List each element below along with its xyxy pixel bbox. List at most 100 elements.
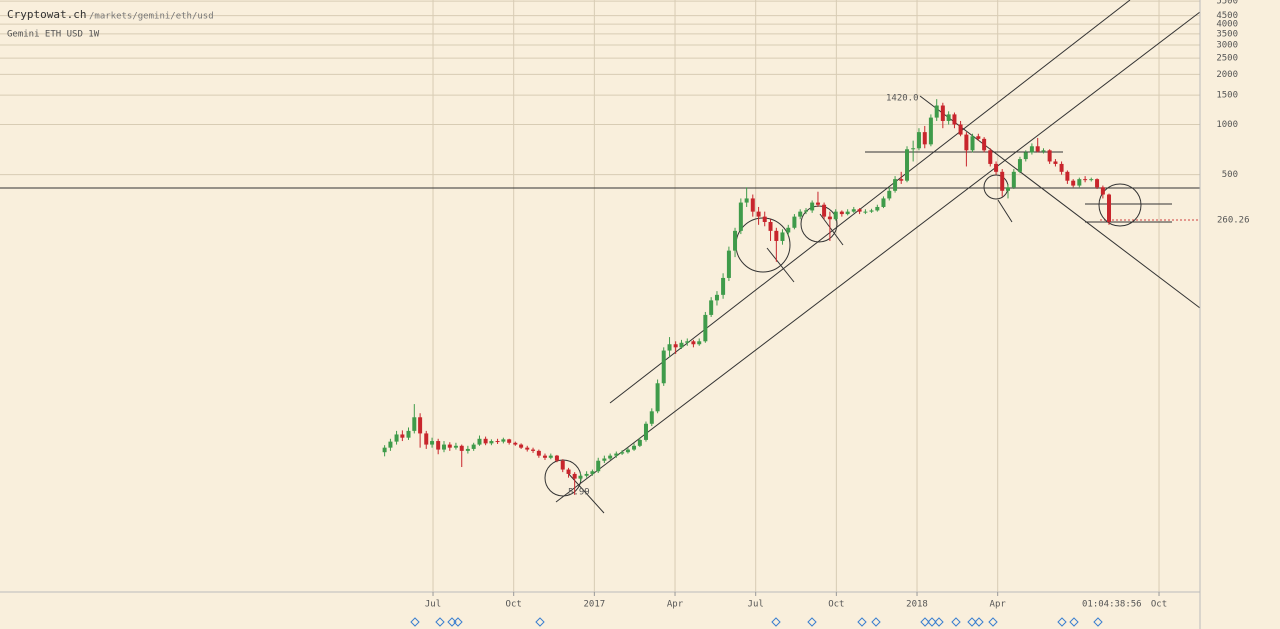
candle-body [804,210,809,212]
candle-body [430,441,435,445]
candle-body [459,445,464,451]
candle-body [643,423,648,440]
candle-body [608,455,613,459]
event-marker [1057,617,1067,627]
candle-body [721,277,726,295]
candle-body [471,444,476,449]
candle-body [786,227,791,233]
candle-body [916,132,921,149]
candle-body [744,198,749,203]
candle-body [946,114,951,121]
arrow [766,247,795,283]
candle-body [833,211,838,220]
candle-body [673,344,678,348]
candle-body [1047,150,1052,162]
x-tick-label: Jul [748,600,764,610]
candle-body [928,117,933,145]
candle-body [893,179,898,191]
y-tick-label: 3500 [1216,29,1238,39]
event-marker [920,617,930,627]
candle-body [406,430,411,438]
candle-body [922,132,927,145]
candle-body [548,455,553,458]
event-marker [974,617,984,627]
trend-line [609,0,1131,404]
candle-body [412,417,417,431]
candle-body [519,444,524,448]
market-label: Gemini ETH USD 1W [7,30,100,40]
candle-body [970,136,975,151]
market-path: /markets/gemini/eth/usd [89,12,214,22]
candle-body [382,447,387,453]
candle-body [988,150,993,164]
candle-body [827,216,832,220]
drawings [0,0,1201,514]
candle-body [453,445,458,448]
candle-body [1089,179,1094,181]
candle-body [1095,179,1100,188]
candle-body [507,439,512,443]
y-tick-label: 1500 [1216,91,1238,101]
candle-body [578,475,583,479]
arrow [566,471,605,514]
candle-body [952,114,957,125]
event-marker [453,617,463,627]
candle-body [1071,180,1076,186]
candle-body [1041,150,1046,152]
candle-body [447,444,452,448]
candle-body [810,202,815,211]
x-tick-label: Oct [828,600,844,610]
candle-body [1000,171,1005,191]
candle-body [542,455,547,458]
event-marker [988,617,998,627]
candle-body [1065,171,1070,181]
candle-body [875,206,880,211]
candle-body [620,452,625,454]
circle [735,217,791,273]
candle-body [780,232,785,241]
candle-body [536,450,541,456]
candle-body [1011,171,1016,188]
candle-body [1017,159,1022,172]
candle-body [911,148,916,150]
candle-body [976,136,981,139]
candle-body [726,250,731,278]
candle-body [436,441,441,450]
candle-body [762,216,767,222]
candle-body [709,300,714,315]
candle-body [400,434,405,438]
event-marker [447,617,457,627]
candle-body [863,211,868,213]
candle-body [934,105,939,118]
candle-body [1023,152,1028,160]
y-tick-label: 3000 [1216,40,1238,50]
candle-body [667,344,672,351]
candle-body [602,458,607,461]
candle-body [869,210,874,212]
candle-body [958,124,963,135]
candle-body [625,449,630,453]
candle-body [685,341,690,343]
candle-body [964,134,969,151]
candle-body [525,447,530,450]
candles [382,99,1112,495]
candle-body [649,411,654,424]
candle-body [768,221,773,231]
y-tick-label: 2000 [1216,70,1238,80]
event-marker [951,617,961,627]
candle-body [822,204,827,217]
x-tick-label: 2018 [906,600,928,610]
event-marker [871,617,881,627]
event-marker [927,617,937,627]
y-tick-label: 4500 [1216,11,1238,21]
candle-body [1053,161,1058,164]
candle-body [566,469,571,474]
event-marker [967,617,977,627]
candle-body [703,314,708,342]
event-marker [435,617,445,627]
event-marker [1093,617,1103,627]
candle-body [845,211,850,215]
annotation: 1420.0 [886,94,919,104]
candle-body [590,471,595,474]
